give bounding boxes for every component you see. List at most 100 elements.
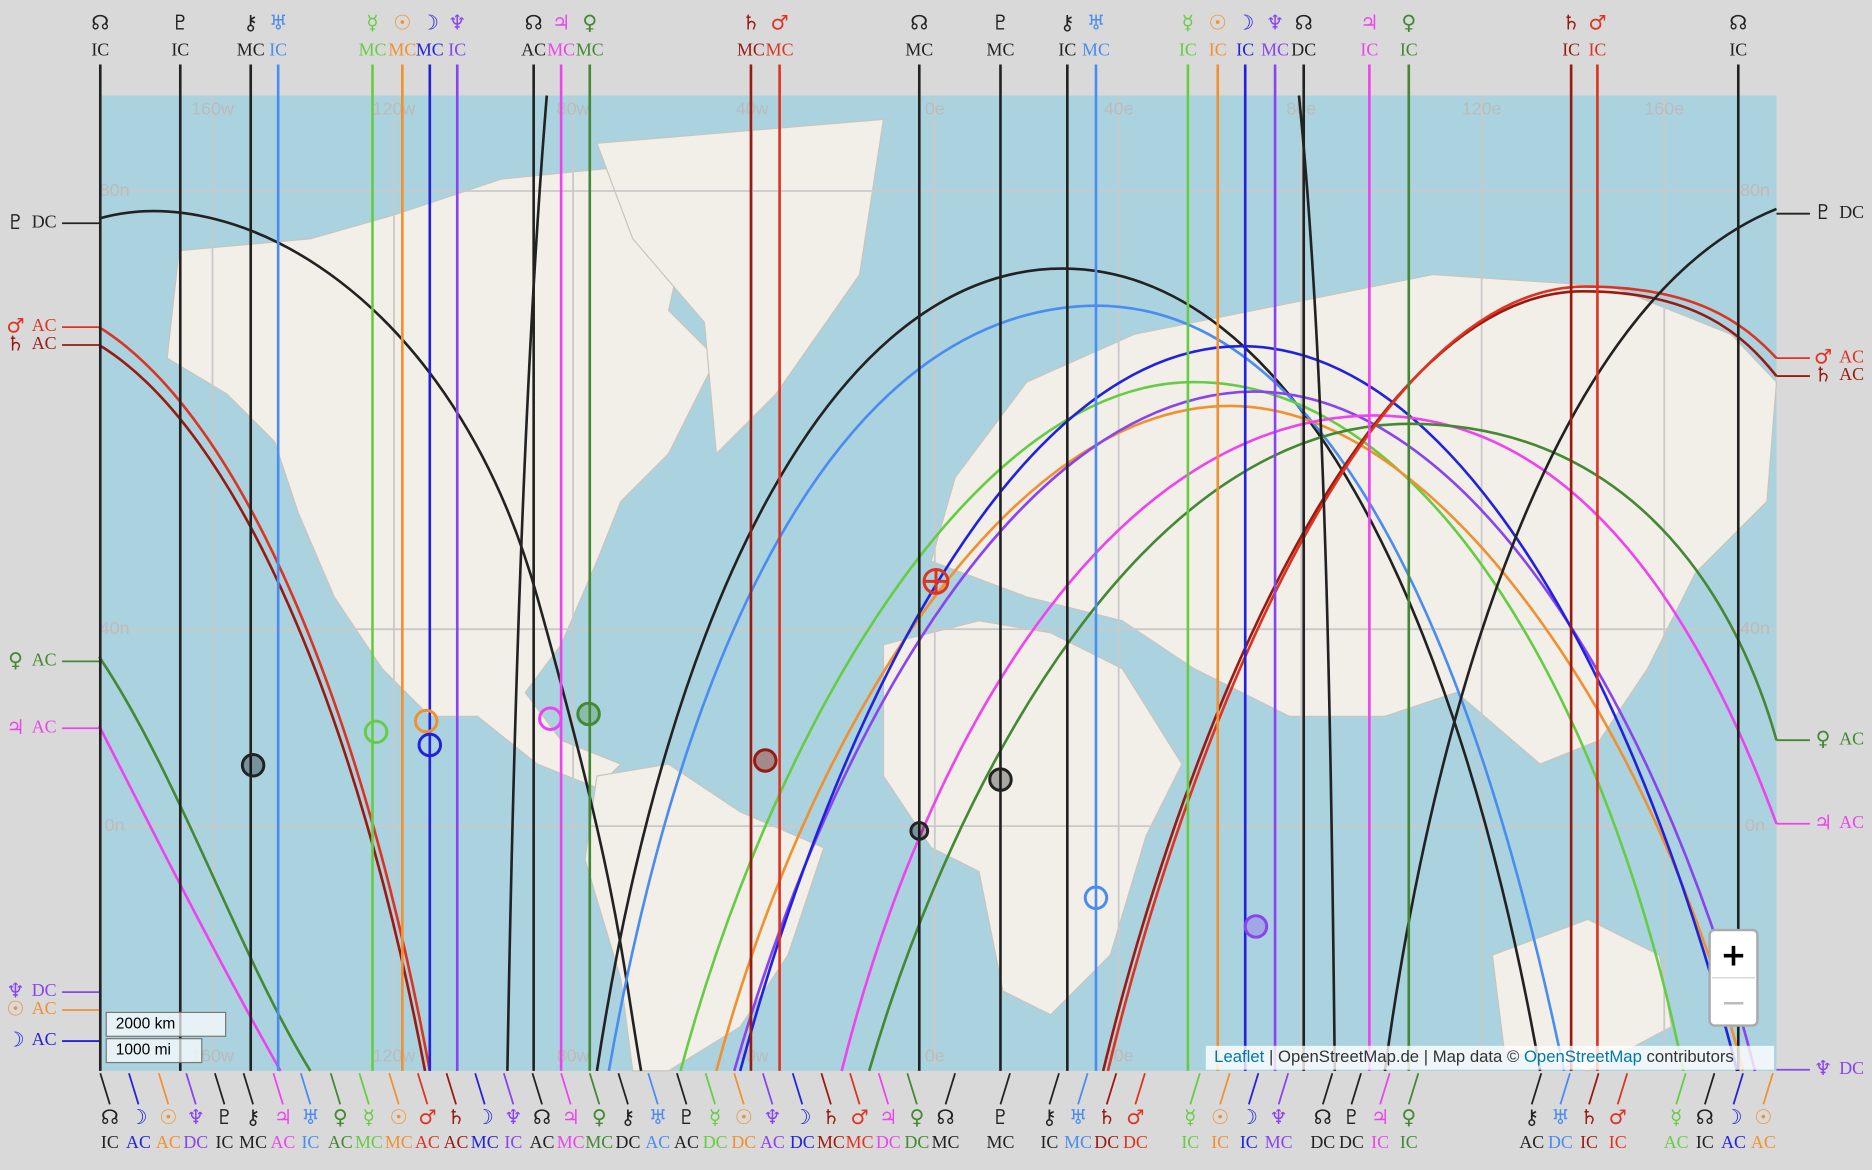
angle-label: IC <box>1236 39 1254 59</box>
connector <box>1559 1073 1571 1105</box>
zoom-out[interactable]: − <box>1721 985 1747 1021</box>
planet-glyph: ☊ <box>1314 1105 1332 1129</box>
lon-label: 160e <box>1644 99 1684 119</box>
angle-label: AC <box>328 1132 353 1152</box>
venus-ac-left <box>98 655 312 1072</box>
planet-glyph: ♃ <box>274 1105 292 1129</box>
planet-glyph: ⚷ <box>1060 10 1075 34</box>
greenland <box>596 118 885 455</box>
angle-label: AC <box>1839 728 1864 748</box>
birthplace-cross <box>924 569 948 594</box>
angle-label: DC <box>876 1132 901 1152</box>
connector <box>388 1073 400 1105</box>
leaflet-link[interactable]: Leaflet <box>1214 1047 1265 1066</box>
angle-label: IC <box>1240 1132 1258 1152</box>
planet-glyph: ♆ <box>763 1105 781 1129</box>
angle-label: IC <box>1400 1132 1418 1152</box>
angle-label: AC <box>32 315 57 335</box>
planet-glyph: ♄ <box>447 1105 465 1129</box>
connector <box>214 1073 226 1105</box>
node-line <box>595 267 1542 1072</box>
angle-label: DC <box>1339 1132 1364 1152</box>
planet-glyph: ☿ <box>366 10 378 34</box>
planet-glyph: ♆ <box>1270 1105 1288 1129</box>
planet-glyph: ☊ <box>937 1105 955 1129</box>
angle-label: MC <box>766 39 794 59</box>
planet-glyph: ♀ <box>592 1105 607 1129</box>
planet-glyph: ♃ <box>1360 10 1378 34</box>
osm-link[interactable]: OpenStreetMap <box>1524 1047 1642 1066</box>
angle-label: AC <box>1839 812 1864 832</box>
planet-glyph: ♃ <box>6 715 24 739</box>
lon-label: 120w <box>373 1045 416 1065</box>
planet-glyph: ♃ <box>1814 810 1832 834</box>
planet-glyph: ♅ <box>1087 10 1105 34</box>
angle-label: MC <box>359 39 387 59</box>
angle-label: IC <box>301 1132 319 1152</box>
planet-glyph: ♅ <box>301 1105 319 1129</box>
planet-markers <box>240 567 1269 939</box>
planet-glyph: ♃ <box>562 1105 580 1129</box>
planet-glyph: ♄ <box>1814 363 1832 387</box>
connector <box>1616 1073 1629 1105</box>
angle-label: AC <box>1751 1132 1776 1152</box>
angle-label: DC <box>1839 1058 1864 1078</box>
angle-label: DC <box>616 1132 641 1152</box>
lon-label: 120w <box>373 99 416 119</box>
zoom-in[interactable]: + <box>1721 937 1747 973</box>
angle-label: MC <box>576 39 604 59</box>
connector <box>1219 1073 1231 1105</box>
angle-label: DC <box>790 1132 815 1152</box>
lon-label: 80w <box>557 1045 590 1065</box>
saturn-ac-line <box>98 343 427 1072</box>
connector <box>531 1073 543 1105</box>
angle-label: DC <box>183 1132 208 1152</box>
connector <box>1407 1073 1420 1105</box>
connector <box>1675 1073 1687 1105</box>
map-area[interactable]: 160w160w120w120w80w80w40w40w0e0e40e40e80… <box>97 64 1778 1072</box>
planet-glyph: ☽ <box>1236 10 1254 34</box>
lon-label: 0e <box>925 99 945 119</box>
planet-glyph: ♇ <box>677 1105 695 1129</box>
planet-glyph: ☉ <box>159 1105 177 1129</box>
planet-glyph: ☊ <box>1696 1105 1714 1129</box>
angle-label: MC <box>388 39 416 59</box>
angle-label: MC <box>416 39 444 59</box>
connector <box>185 1073 197 1105</box>
connector <box>1530 1073 1543 1105</box>
angle-label: MC <box>355 1132 383 1152</box>
connector <box>906 1073 918 1105</box>
angle-label: MC <box>557 1132 585 1152</box>
angle-label: IC <box>91 39 109 59</box>
angle-label: AC <box>271 1132 296 1152</box>
neptune-line <box>732 390 1757 1072</box>
angle-label: IC <box>1400 39 1418 59</box>
planet-glyph: ♅ <box>649 1105 667 1129</box>
lon-label: 40e <box>1104 99 1134 119</box>
connector <box>272 1073 284 1105</box>
planet-glyph: ☊ <box>91 10 109 34</box>
planet-glyph: ♆ <box>187 1105 205 1129</box>
planet-glyph: ☊ <box>910 10 928 34</box>
mars-ac-line <box>98 326 432 1072</box>
zoom-control: + − <box>1708 928 1759 1027</box>
angle-label: AC <box>156 1132 181 1152</box>
lon-label: 120e <box>1462 99 1502 119</box>
planet-glyph: ☽ <box>129 1105 147 1129</box>
angle-label: DC <box>1310 1132 1335 1152</box>
pluto-dc-line <box>98 209 643 1072</box>
angle-label: DC <box>703 1132 728 1152</box>
sun-line <box>715 404 1745 1072</box>
connector <box>474 1073 486 1105</box>
planet-glyph: ☉ <box>6 997 24 1021</box>
planet-glyph: ☉ <box>735 1105 753 1129</box>
lat-label: 80n <box>100 180 130 200</box>
lat-label: 40n <box>1740 618 1770 638</box>
lon-label: 0e <box>925 1045 945 1065</box>
connector <box>877 1073 890 1105</box>
eurasia <box>930 273 1778 765</box>
angle-label: AC <box>1519 1132 1544 1152</box>
planet-glyph: ♃ <box>1371 1105 1389 1129</box>
angle-label: DC <box>32 211 57 231</box>
